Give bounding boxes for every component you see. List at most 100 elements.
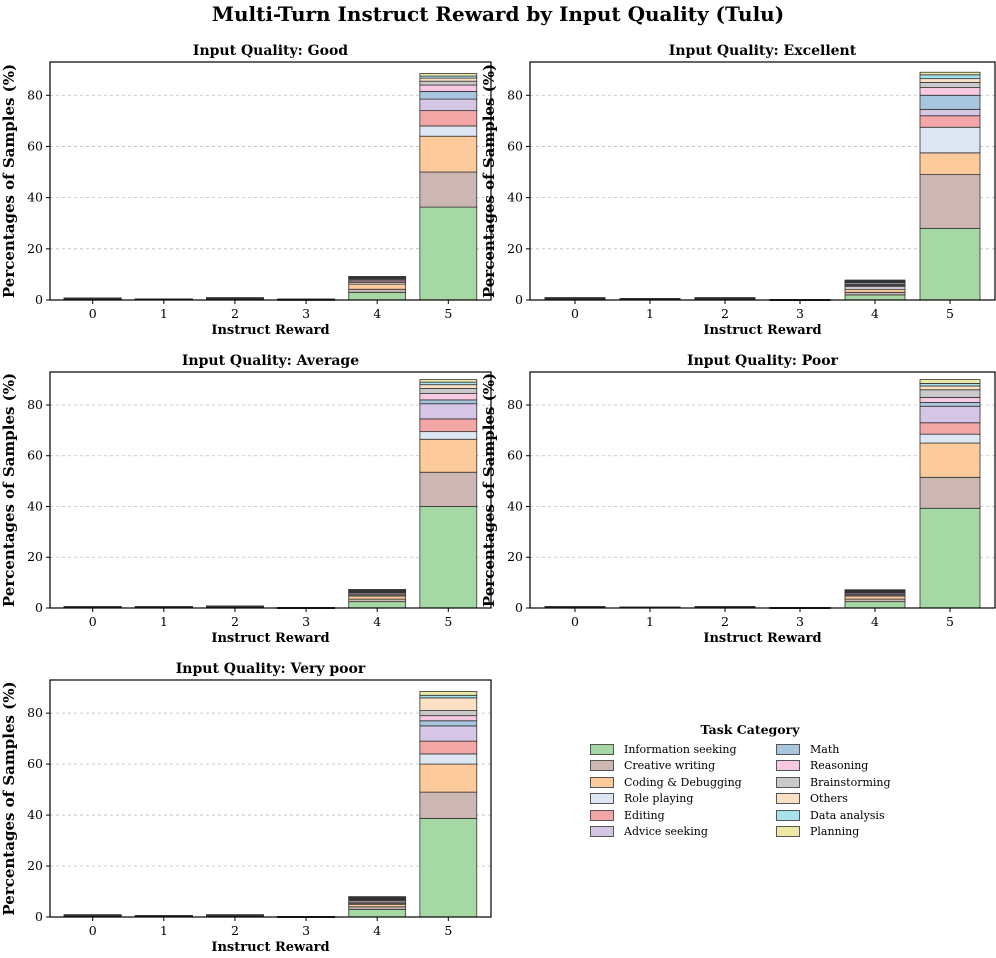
x-axis-label: Instruct Reward bbox=[211, 940, 329, 955]
x-tick-label: 5 bbox=[946, 306, 954, 321]
bar-segment bbox=[919, 396, 981, 403]
bar-segment bbox=[844, 589, 906, 591]
y-axis-label: Percentages of Samples (%) bbox=[0, 681, 18, 915]
panel-title: Input Quality: Very poor bbox=[176, 661, 366, 677]
x-tick-label: 4 bbox=[373, 306, 381, 321]
y-tick-label: 40 bbox=[507, 190, 523, 205]
y-tick-label: 0 bbox=[35, 909, 43, 924]
plot-frame bbox=[49, 679, 492, 918]
y-axis-label: Percentages of Samples (%) bbox=[480, 373, 498, 607]
y-tick-label: 0 bbox=[515, 292, 523, 307]
bar-segment bbox=[919, 433, 981, 444]
y-tick-label: 20 bbox=[507, 241, 523, 256]
legend-swatch bbox=[590, 793, 614, 805]
bar-segment bbox=[419, 206, 478, 301]
bar-segment bbox=[63, 606, 122, 608]
legend-swatch bbox=[590, 776, 614, 788]
bar-segment bbox=[348, 896, 407, 898]
legend-label: Advice seeking bbox=[624, 825, 708, 839]
y-tick-label: 0 bbox=[515, 600, 523, 615]
bar-segment bbox=[419, 753, 478, 765]
legend-swatch bbox=[590, 809, 614, 821]
x-tick-label: 2 bbox=[231, 923, 239, 938]
bar-segment bbox=[419, 817, 478, 918]
legend-item: Information seeking bbox=[590, 741, 776, 758]
bar-segment bbox=[419, 691, 478, 696]
bar-segment bbox=[919, 402, 981, 407]
x-tick-label: 4 bbox=[373, 923, 381, 938]
x-tick-label: 3 bbox=[796, 306, 804, 321]
bar-segment bbox=[919, 442, 981, 478]
legend-swatch bbox=[776, 743, 800, 755]
bar-segment bbox=[419, 91, 478, 100]
x-axis-label: Instruct Reward bbox=[703, 631, 821, 646]
legend-label: Editing bbox=[624, 808, 665, 822]
bar-segment bbox=[134, 298, 193, 300]
panel-title: Input Quality: Average bbox=[182, 353, 359, 369]
bar-segment bbox=[419, 171, 478, 208]
x-tick-label: 2 bbox=[721, 306, 729, 321]
chart-panel: 0 20 40 60 80 0 1 2 3 4 5 Input Quality: Excellent I… bbox=[480, 43, 996, 338]
x-tick-label: 5 bbox=[444, 923, 452, 938]
x-tick-label: 4 bbox=[871, 614, 879, 629]
bar-segment bbox=[544, 606, 606, 608]
legend: Task Category Information seeking Creativ… bbox=[590, 722, 910, 840]
legend-label: Math bbox=[810, 742, 840, 756]
bar-segment bbox=[419, 697, 478, 711]
bar-segment bbox=[919, 405, 981, 424]
bar-segment bbox=[919, 385, 981, 391]
bar-segment bbox=[134, 915, 193, 917]
bar-segment bbox=[419, 791, 478, 819]
legend-items: Information seeking Creative writing Codin… bbox=[590, 741, 910, 840]
legend-item: Brainstorming bbox=[776, 774, 906, 791]
bar-segment bbox=[844, 294, 906, 301]
x-tick-label: 3 bbox=[302, 614, 310, 629]
bar-segment bbox=[694, 297, 756, 299]
legend-label: Information seeking bbox=[624, 742, 737, 756]
bar-segment bbox=[919, 389, 981, 398]
legend-swatch bbox=[776, 809, 800, 821]
bar-segment bbox=[919, 379, 981, 384]
legend-label: Role playing bbox=[624, 792, 694, 806]
bar-segment bbox=[419, 110, 478, 127]
legend-label: Data analysis bbox=[810, 808, 885, 822]
x-tick-label: 3 bbox=[796, 614, 804, 629]
y-tick-label: 60 bbox=[27, 756, 43, 771]
bar-segment bbox=[544, 297, 606, 299]
legend-item: Others bbox=[776, 791, 906, 808]
bar-segment bbox=[919, 174, 981, 229]
legend-swatch bbox=[776, 760, 800, 772]
legend-swatch bbox=[776, 793, 800, 805]
bar-segment bbox=[919, 115, 981, 128]
bar-segment bbox=[419, 715, 478, 722]
legend-item: Reasoning bbox=[776, 758, 906, 775]
y-tick-label: 40 bbox=[27, 498, 43, 513]
bar-segment bbox=[419, 384, 478, 389]
y-tick-label: 80 bbox=[27, 87, 43, 102]
bar-segment bbox=[844, 288, 906, 293]
bar-segment bbox=[419, 471, 478, 507]
bar-segment bbox=[419, 399, 478, 405]
panel-title: Input Quality: Poor bbox=[687, 353, 839, 369]
bar-segment bbox=[419, 388, 478, 394]
legend-swatch bbox=[590, 826, 614, 838]
bar-segment bbox=[844, 601, 906, 609]
y-axis-label: Percentages of Samples (%) bbox=[480, 64, 498, 298]
x-tick-label: 3 bbox=[302, 306, 310, 321]
x-axis-label: Instruct Reward bbox=[211, 323, 329, 338]
bar-segment bbox=[419, 720, 478, 727]
x-tick-label: 1 bbox=[646, 614, 654, 629]
y-axis-label: Percentages of Samples (%) bbox=[0, 373, 18, 607]
x-tick-label: 0 bbox=[89, 306, 97, 321]
legend-swatch bbox=[590, 760, 614, 772]
legend-title: Task Category bbox=[700, 722, 800, 737]
y-tick-label: 60 bbox=[507, 448, 523, 463]
legend-label: Planning bbox=[810, 825, 860, 839]
bar-segment bbox=[348, 589, 407, 591]
x-tick-label: 1 bbox=[646, 306, 654, 321]
x-tick-label: 4 bbox=[871, 306, 879, 321]
legend-item: Coding & Debugging bbox=[590, 774, 776, 791]
legend-label: Others bbox=[810, 792, 848, 806]
bar-segment bbox=[348, 283, 407, 290]
bar-segment bbox=[348, 601, 407, 609]
